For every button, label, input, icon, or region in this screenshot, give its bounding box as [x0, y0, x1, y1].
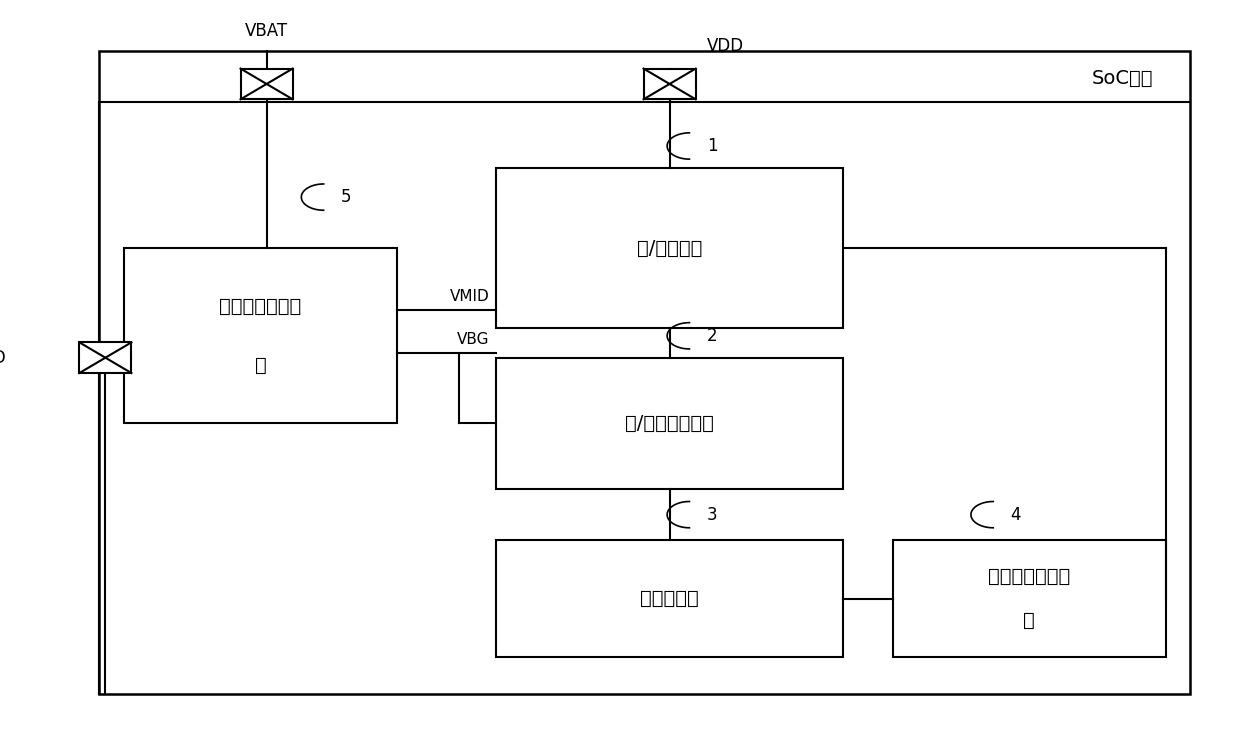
Bar	[99, 51, 1190, 694]
Text: 中央处理器: 中央处理器	[640, 589, 699, 608]
Text: 模/数转换控制器: 模/数转换控制器	[625, 414, 714, 433]
Text: 3: 3	[707, 506, 718, 523]
Text: VBG: VBG	[458, 332, 490, 347]
Text: VBAT: VBAT	[246, 22, 288, 40]
Text: SoC芯片: SoC芯片	[1091, 69, 1153, 88]
Text: VDD: VDD	[707, 36, 744, 55]
Bar	[496, 540, 843, 657]
Text: VPAD: VPAD	[0, 349, 6, 366]
Text: 4: 4	[1011, 506, 1021, 523]
Text: 5: 5	[341, 188, 351, 206]
Bar	[496, 358, 843, 489]
Text: 片内电源管理模: 片内电源管理模	[988, 567, 1070, 586]
Bar	[241, 69, 293, 99]
Text: 块: 块	[1023, 611, 1035, 630]
Bar	[496, 168, 843, 328]
Text: 路: 路	[254, 356, 267, 374]
Text: 电阻分压采样电: 电阻分压采样电	[219, 297, 301, 316]
Bar	[893, 540, 1166, 657]
Text: 2: 2	[707, 327, 718, 345]
Bar	[124, 248, 397, 423]
Text: VMID: VMID	[450, 288, 490, 304]
Bar	[79, 342, 131, 373]
Bar	[644, 69, 696, 99]
Text: 模/数转换器: 模/数转换器	[637, 239, 702, 258]
Text: 1: 1	[707, 137, 718, 155]
